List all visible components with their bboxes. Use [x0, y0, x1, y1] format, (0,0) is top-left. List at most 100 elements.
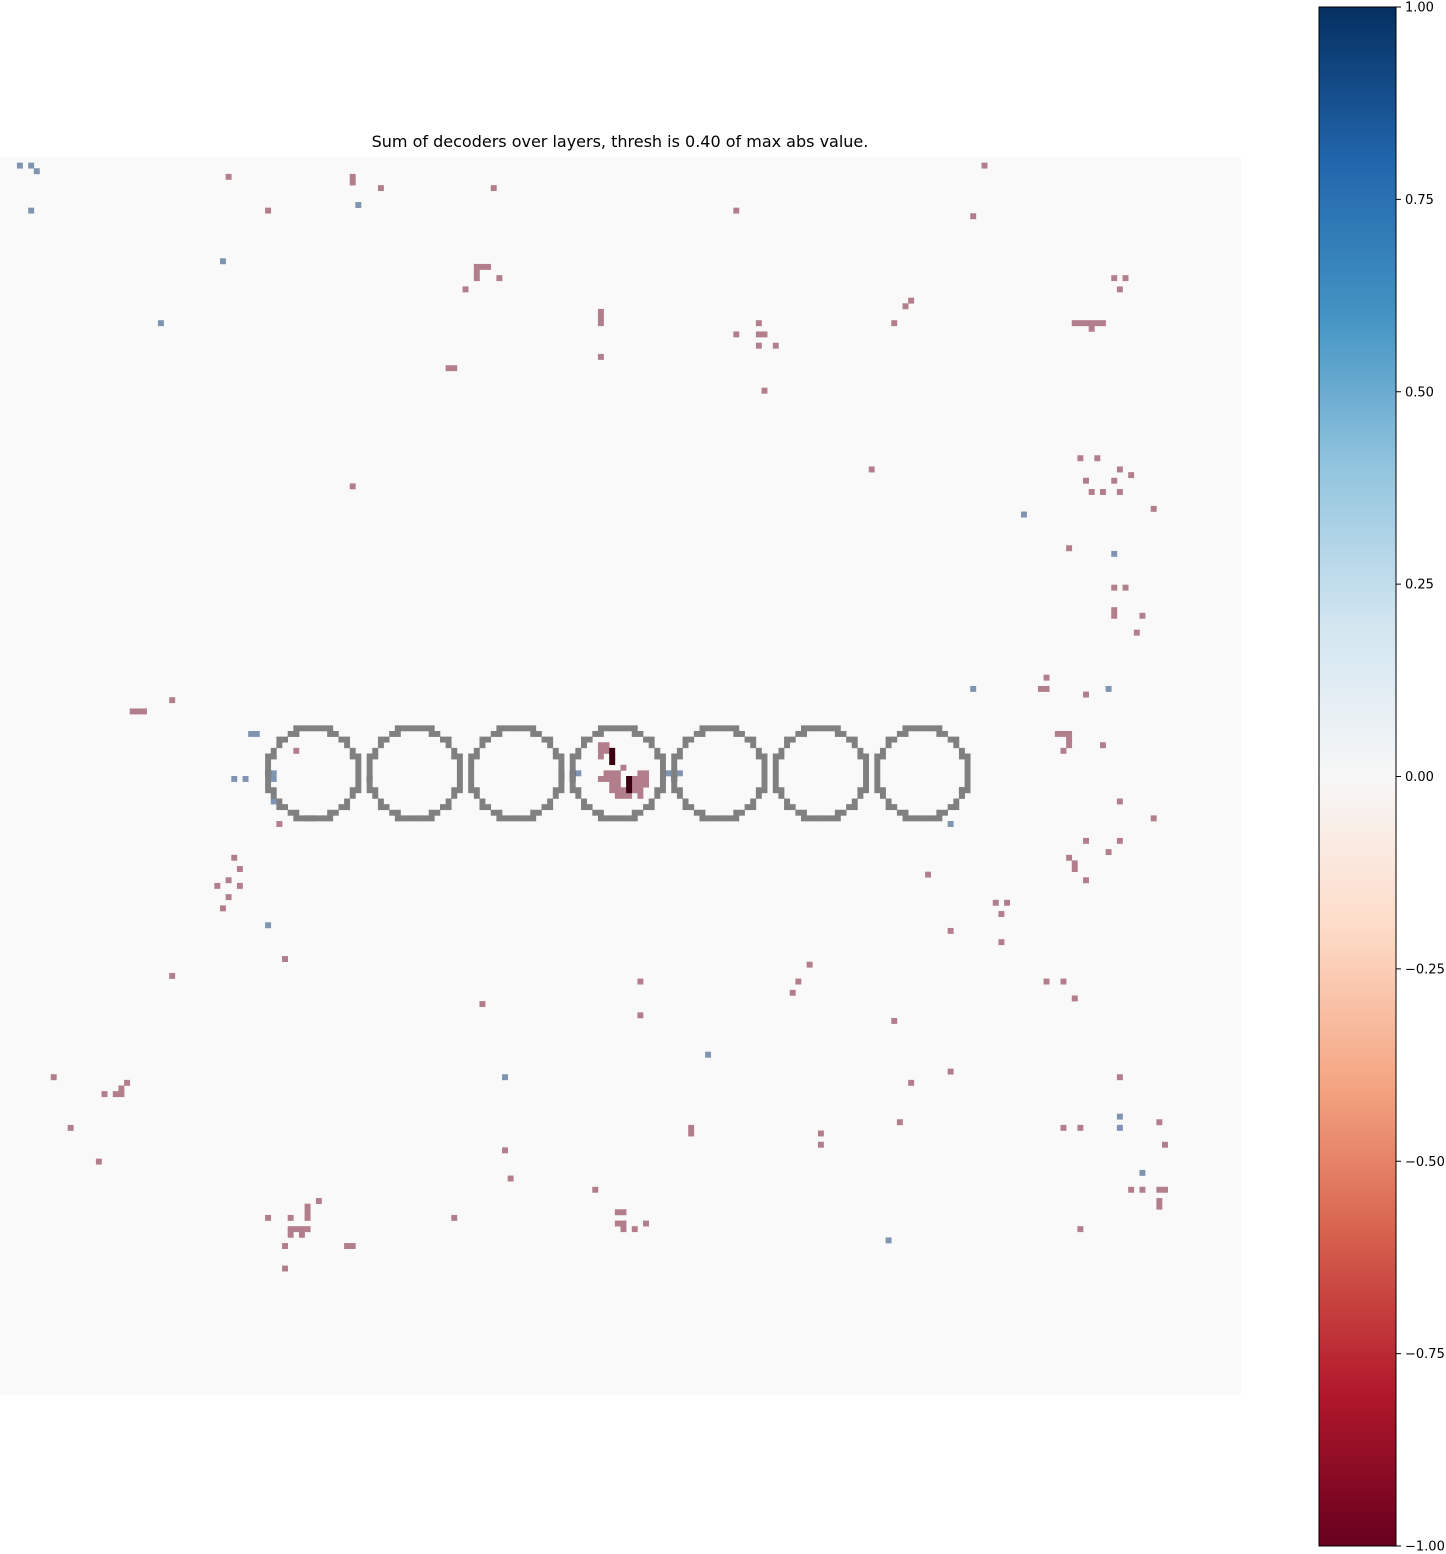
negative-cell-141: [1043, 978, 1050, 985]
negative-cell-138: [789, 989, 796, 996]
negative-cell-58: [1111, 612, 1118, 619]
negative-cell-85: [609, 770, 616, 777]
strong-negative-cell-2: [609, 759, 616, 766]
negative-cell-61: [1043, 674, 1050, 681]
colorbar: 1.00 0.75 0.50 0.25 0.00 −0.25 −0.50 −0.75 −1.00: [1318, 1, 1445, 1554]
positive-cell-2: [33, 168, 40, 175]
negative-cell-71: [1066, 730, 1073, 737]
negative-cell-143: [1071, 995, 1078, 1002]
negative-cell-14: [496, 275, 503, 282]
negative-cell-130: [1004, 899, 1011, 906]
negative-cell-121: [236, 866, 243, 872]
strong-negative-cell-1: [609, 753, 616, 760]
negative-cell-108: [614, 792, 621, 799]
negative-cell-25: [755, 320, 762, 327]
negative-cell-173: [1156, 1198, 1163, 1204]
negative-cell-182: [293, 1226, 300, 1233]
negative-cell-62: [1037, 685, 1044, 692]
positive-cell-19: [265, 922, 272, 929]
positive-cell-4: [220, 258, 226, 265]
negative-cell-183: [298, 1226, 305, 1233]
negative-cell-142: [1060, 978, 1067, 985]
positive-cell-10: [1105, 685, 1112, 692]
negative-cell-56: [1122, 584, 1129, 591]
negative-cell-20: [902, 303, 909, 310]
negative-cell-137: [795, 978, 802, 985]
negative-cell-87: [637, 770, 644, 777]
negative-cell-117: [1066, 854, 1073, 861]
negative-cell-116: [1105, 849, 1112, 856]
colorbar-tick-label-7: −0.75: [1405, 1347, 1445, 1362]
negative-cell-2: [349, 179, 356, 186]
negative-cell-156: [95, 1158, 102, 1165]
negative-cell-198: [643, 1220, 649, 1227]
negative-cell-6: [265, 207, 272, 214]
negative-cell-89: [597, 776, 604, 782]
colorbar-tick-label-2: 0.50: [1405, 385, 1434, 400]
negative-cell-199: [1077, 1226, 1084, 1233]
negative-cell-52: [1116, 489, 1123, 495]
negative-cell-176: [265, 1214, 272, 1221]
negative-cell-3: [225, 173, 232, 180]
positive-cell-3: [28, 207, 35, 214]
negative-cell-139: [637, 978, 644, 985]
negative-cell-181: [287, 1226, 294, 1233]
negative-cell-69: [1054, 730, 1061, 737]
negative-cell-97: [609, 781, 616, 788]
negative-cell-154: [1116, 1074, 1123, 1081]
negative-cell-197: [631, 1226, 638, 1233]
negative-cell-10: [479, 263, 486, 270]
negative-cell-64: [1083, 691, 1089, 698]
negative-cell-0: [981, 162, 988, 169]
negative-cell-144: [479, 1001, 486, 1008]
negative-cell-84: [603, 770, 610, 777]
negative-cell-201: [637, 792, 644, 799]
negative-cell-42: [349, 483, 356, 490]
negative-cell-60: [1133, 629, 1140, 636]
negative-cell-19: [908, 297, 915, 304]
negative-cell-194: [614, 1220, 621, 1227]
negative-cell-67: [141, 708, 147, 715]
negative-cell-26: [733, 331, 740, 338]
negative-cell-150: [112, 1091, 119, 1098]
negative-cell-36: [1099, 320, 1106, 327]
negative-cell-190: [282, 1265, 288, 1272]
negative-cell-135: [169, 972, 176, 979]
colorbar-tick-label-8: −1.00: [1405, 1540, 1445, 1554]
positive-cell-12: [253, 730, 260, 737]
negative-cell-72: [1066, 736, 1073, 743]
positive-cell-24: [1116, 1113, 1123, 1120]
colorbar-tick-label-1: 0.75: [1405, 193, 1434, 208]
negative-cell-111: [1116, 798, 1123, 805]
negative-cell-177: [304, 1203, 311, 1210]
negative-cell-188: [344, 1243, 351, 1249]
negative-cell-174: [1156, 1203, 1163, 1210]
negative-cell-161: [896, 1119, 903, 1126]
colorbar-ticks: 1.00 0.75 0.50 0.25 0.00 −0.25 −0.50 −0.75 −1.00: [1396, 1, 1445, 1554]
negative-cell-133: [998, 939, 1005, 946]
negative-cell-28: [761, 331, 768, 338]
negative-cell-100: [637, 781, 644, 788]
colorbar-tick-label-4: 0.00: [1405, 770, 1434, 785]
overlay-circle-4: [671, 725, 768, 822]
negative-cell-80: [603, 747, 610, 754]
negative-cell-23: [597, 314, 604, 321]
negative-cell-30: [772, 342, 779, 349]
negative-cell-75: [1099, 742, 1106, 749]
negative-cell-12: [473, 269, 480, 276]
negative-cell-195: [620, 1220, 627, 1227]
negative-cell-129: [992, 899, 999, 906]
negative-cell-17: [1122, 275, 1129, 282]
chart-title: Sum of decoders over layers, thresh is 0…: [372, 132, 869, 151]
positive-cell-29: [575, 770, 582, 777]
colorbar-gradient: [1318, 6, 1397, 1547]
negative-cell-39: [445, 365, 452, 372]
negative-cell-8: [970, 213, 977, 220]
negative-cell-179: [287, 1214, 294, 1221]
negative-cell-171: [1156, 1186, 1163, 1193]
negative-cell-27: [755, 331, 762, 338]
negative-cell-102: [609, 787, 616, 794]
strong-negative-cell-3: [626, 776, 633, 782]
negative-cell-40: [451, 365, 458, 372]
